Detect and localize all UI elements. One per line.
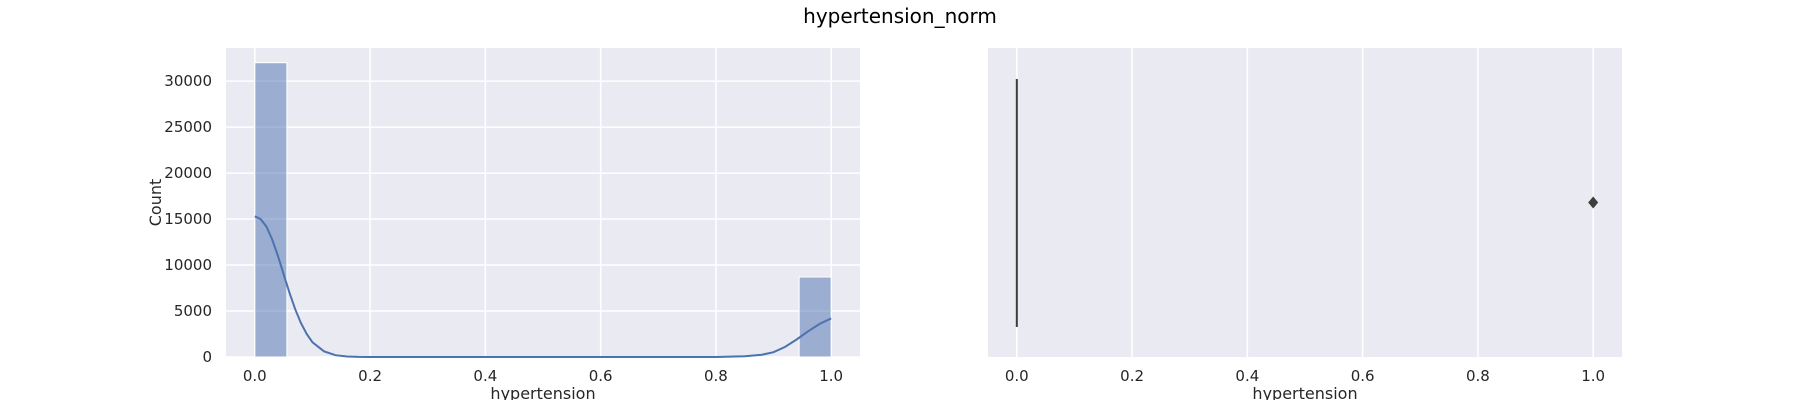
x-tick-label: 0.8 [704, 367, 728, 385]
y-tick-label: 10000 [164, 256, 212, 274]
x-tick-label: 0.6 [589, 367, 613, 385]
histogram-y-label: Count [146, 179, 165, 227]
histogram-grid [226, 48, 860, 358]
histogram-bar [254, 62, 288, 358]
histogram-plot-area [226, 48, 860, 357]
kde-line [254, 215, 832, 358]
x-tick-label: 1.0 [1581, 367, 1605, 385]
histogram-x-ticks: 0.0 0.2 0.4 0.6 0.8 1.0 [243, 367, 843, 385]
x-tick-label: 0.0 [1005, 367, 1029, 385]
boxplot-x-ticks: 0.0 0.2 0.4 0.6 0.8 1.0 [1005, 367, 1605, 385]
histogram-bars [254, 62, 832, 358]
histogram-y-ticks: 0 5000 10000 15000 20000 25000 30000 [164, 72, 212, 366]
figure-title: hypertension_norm [803, 4, 997, 28]
x-tick-label: 0.2 [1120, 367, 1144, 385]
outlier-marker [1588, 196, 1599, 209]
boxplot-axes: 0.0 0.2 0.4 0.6 0.8 1.0 hypertension [988, 48, 1622, 400]
histogram-x-label: hypertension [490, 384, 595, 400]
boxplot-x-label: hypertension [1252, 384, 1357, 400]
y-tick-label: 0 [202, 348, 212, 366]
x-tick-label: 0.0 [243, 367, 267, 385]
y-tick-label: 20000 [164, 164, 212, 182]
x-tick-label: 0.4 [1235, 367, 1259, 385]
x-tick-label: 0.8 [1466, 367, 1490, 385]
x-tick-label: 0.2 [358, 367, 382, 385]
histogram-bar [798, 276, 832, 358]
boxplot-plot-area [988, 48, 1622, 357]
x-tick-label: 1.0 [819, 367, 843, 385]
histogram-axes: 0.0 0.2 0.4 0.6 0.8 1.0 0 5000 10000 15000 20000 2… [146, 48, 860, 400]
y-tick-label: 15000 [164, 210, 212, 228]
y-tick-label: 25000 [164, 118, 212, 136]
boxplot-outliers [1588, 196, 1599, 209]
x-tick-label: 0.6 [1351, 367, 1375, 385]
x-tick-label: 0.4 [473, 367, 497, 385]
y-tick-label: 5000 [174, 302, 212, 320]
y-tick-label: 30000 [164, 72, 212, 90]
